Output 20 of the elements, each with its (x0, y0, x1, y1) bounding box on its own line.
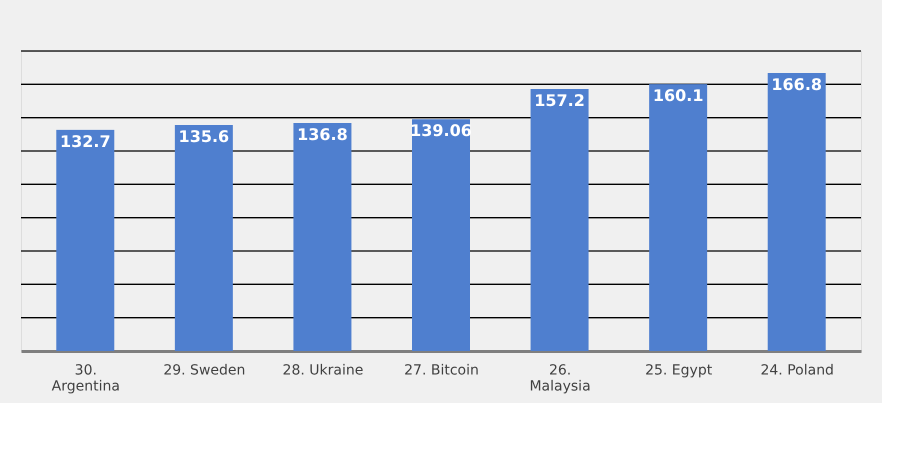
data-label: 166.8 (771, 75, 822, 94)
data-label: 136.8 (297, 125, 348, 144)
data-label: 132.7 (60, 132, 111, 151)
x-tick-label: 28. Ukraine (282, 362, 364, 378)
x-tick-label: 25. Egypt (645, 362, 713, 378)
bar (530, 89, 589, 351)
x-tick-label: 29. Sweden (163, 362, 246, 378)
data-label: 157.2 (534, 91, 585, 110)
bar (56, 130, 114, 351)
data-label: 160.1 (652, 86, 704, 106)
x-tick-label: 27. Bitcoin (404, 362, 479, 378)
bar (174, 125, 233, 351)
x-tick-label: 30. Argentina (52, 362, 120, 394)
data-label: 135.6 (178, 127, 230, 146)
bar (412, 119, 470, 351)
bar (768, 73, 826, 351)
x-tick-label: 26. Malaysia (529, 362, 591, 394)
bar (293, 123, 352, 351)
x-tick-label: 24. Poland (760, 362, 834, 378)
bar (649, 84, 708, 351)
